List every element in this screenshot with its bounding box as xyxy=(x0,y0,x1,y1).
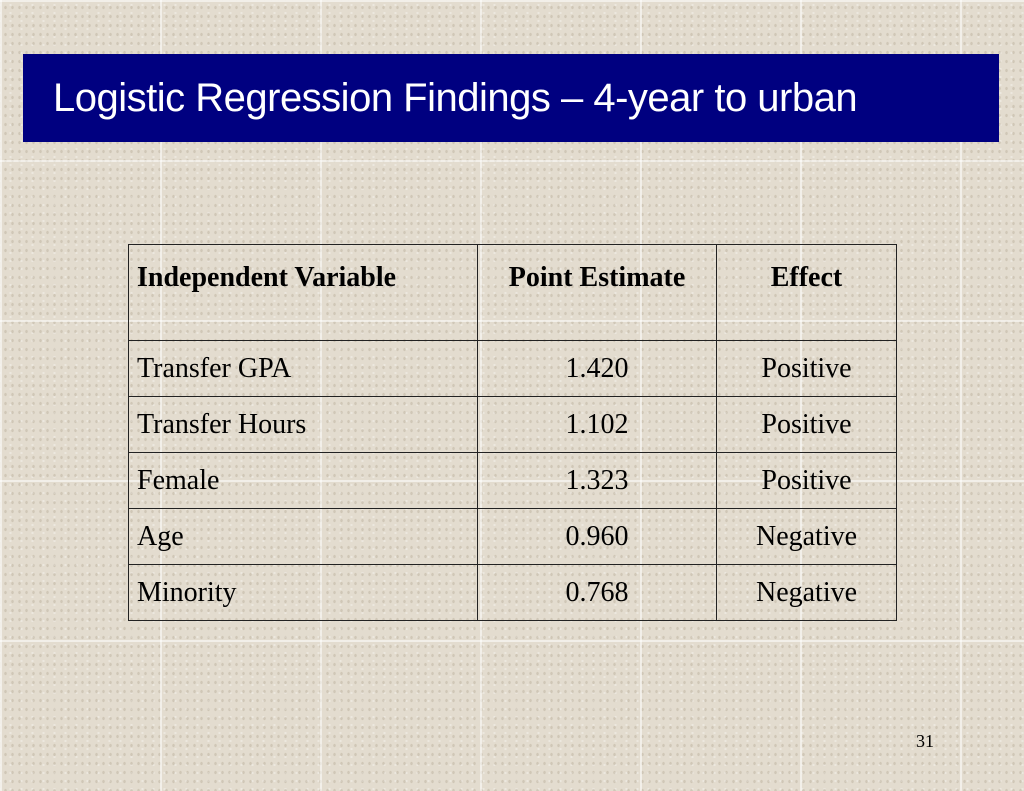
table-row: Minority 0.768 Negative xyxy=(128,564,897,621)
cell-estimate: 1.420 xyxy=(477,340,717,397)
cell-variable: Age xyxy=(128,508,478,565)
cell-effect: Negative xyxy=(716,508,897,565)
cell-variable: Transfer GPA xyxy=(128,340,478,397)
slide-title: Logistic Regression Findings – 4-year to… xyxy=(53,75,858,120)
cell-estimate: 0.768 xyxy=(477,564,717,621)
table-row: Transfer GPA 1.420 Positive xyxy=(128,340,897,397)
table-row: Transfer Hours 1.102 Positive xyxy=(128,396,897,453)
cell-variable: Transfer Hours xyxy=(128,396,478,453)
header-effect: Effect xyxy=(716,244,897,341)
cell-estimate: 0.960 xyxy=(477,508,717,565)
cell-estimate: 1.323 xyxy=(477,452,717,509)
cell-effect: Negative xyxy=(716,564,897,621)
header-independent-variable: Independent Variable xyxy=(128,244,478,341)
page-number: 31 xyxy=(916,731,934,751)
table-row: Age 0.960 Negative xyxy=(128,508,897,565)
cell-variable: Female xyxy=(128,452,478,509)
title-banner: Logistic Regression Findings – 4-year to… xyxy=(23,54,999,142)
cell-variable: Minority xyxy=(128,564,478,621)
cell-effect: Positive xyxy=(716,340,897,397)
cell-estimate: 1.102 xyxy=(477,396,717,453)
table-row: Female 1.323 Positive xyxy=(128,452,897,509)
cell-effect: Positive xyxy=(716,452,897,509)
cell-effect: Positive xyxy=(716,396,897,453)
findings-table: Independent Variable Point Estimate Effe… xyxy=(128,244,897,621)
table-header-row: Independent Variable Point Estimate Effe… xyxy=(128,244,897,341)
header-point-estimate: Point Estimate xyxy=(477,244,717,341)
